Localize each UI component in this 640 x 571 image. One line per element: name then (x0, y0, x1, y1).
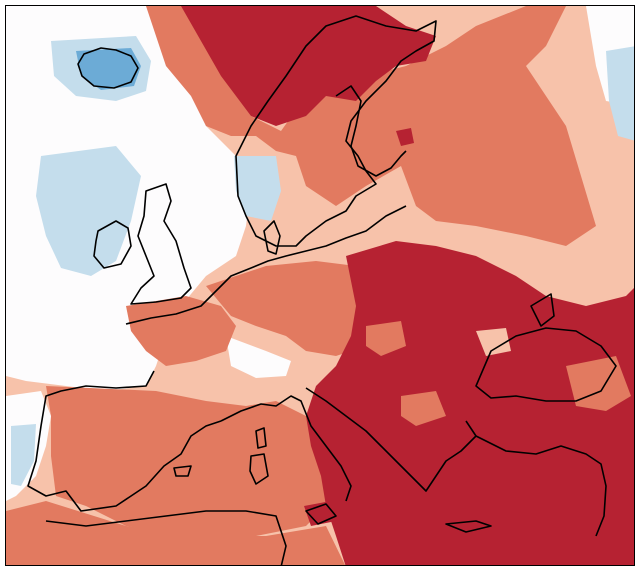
coastline-corsica (255, 427, 267, 449)
coastlines (27, 15, 617, 565)
warm-patch-hungary (366, 321, 406, 356)
coastline-france-italy (220, 395, 352, 502)
mild-cool-far-northeast (606, 46, 634, 141)
strong-warm-baltic-patch (396, 128, 414, 146)
coastline-balearics (173, 465, 192, 477)
map-frame (5, 5, 635, 566)
coastline-sardinia (249, 453, 269, 485)
cool-iceland (76, 48, 141, 90)
anomaly-map (6, 6, 634, 565)
coastline-ireland (93, 220, 132, 269)
warm-scandinavia-region (146, 6, 596, 246)
coastline-continent-north (125, 205, 407, 325)
coastline-crete (445, 520, 492, 533)
warm-iberia (46, 386, 336, 536)
coastline-finland (335, 85, 407, 177)
coastline-sicily (305, 503, 337, 525)
coastline-anatolia (475, 435, 607, 537)
coastline-iceland (77, 47, 139, 89)
warm-western-france (126, 296, 236, 366)
coastline-black-sea (475, 327, 617, 402)
coastline-balkans (305, 387, 477, 492)
coastline-crimea (530, 293, 555, 327)
near-zero-alps-patch (226, 336, 291, 378)
warm-mediterranean-south (6, 501, 346, 565)
warm-central-europe (206, 261, 376, 356)
mild-warm-patch-ukraine (476, 328, 511, 356)
coastline-denmark (263, 220, 281, 255)
mild-cool-norway-south (234, 156, 281, 221)
coastline-iberia (27, 370, 222, 512)
coastline-north-africa (45, 510, 287, 565)
warm-patch-balkans (401, 391, 446, 426)
strong-warm-north-scandinavia (181, 6, 436, 126)
strong-warm-eastern-europe (306, 241, 634, 565)
warm-patch-turkey-east (566, 356, 631, 411)
mild-cool-iberia-west (11, 424, 36, 486)
coastline-great-britain (130, 183, 192, 305)
mild-cool-atlantic-west (36, 146, 141, 276)
